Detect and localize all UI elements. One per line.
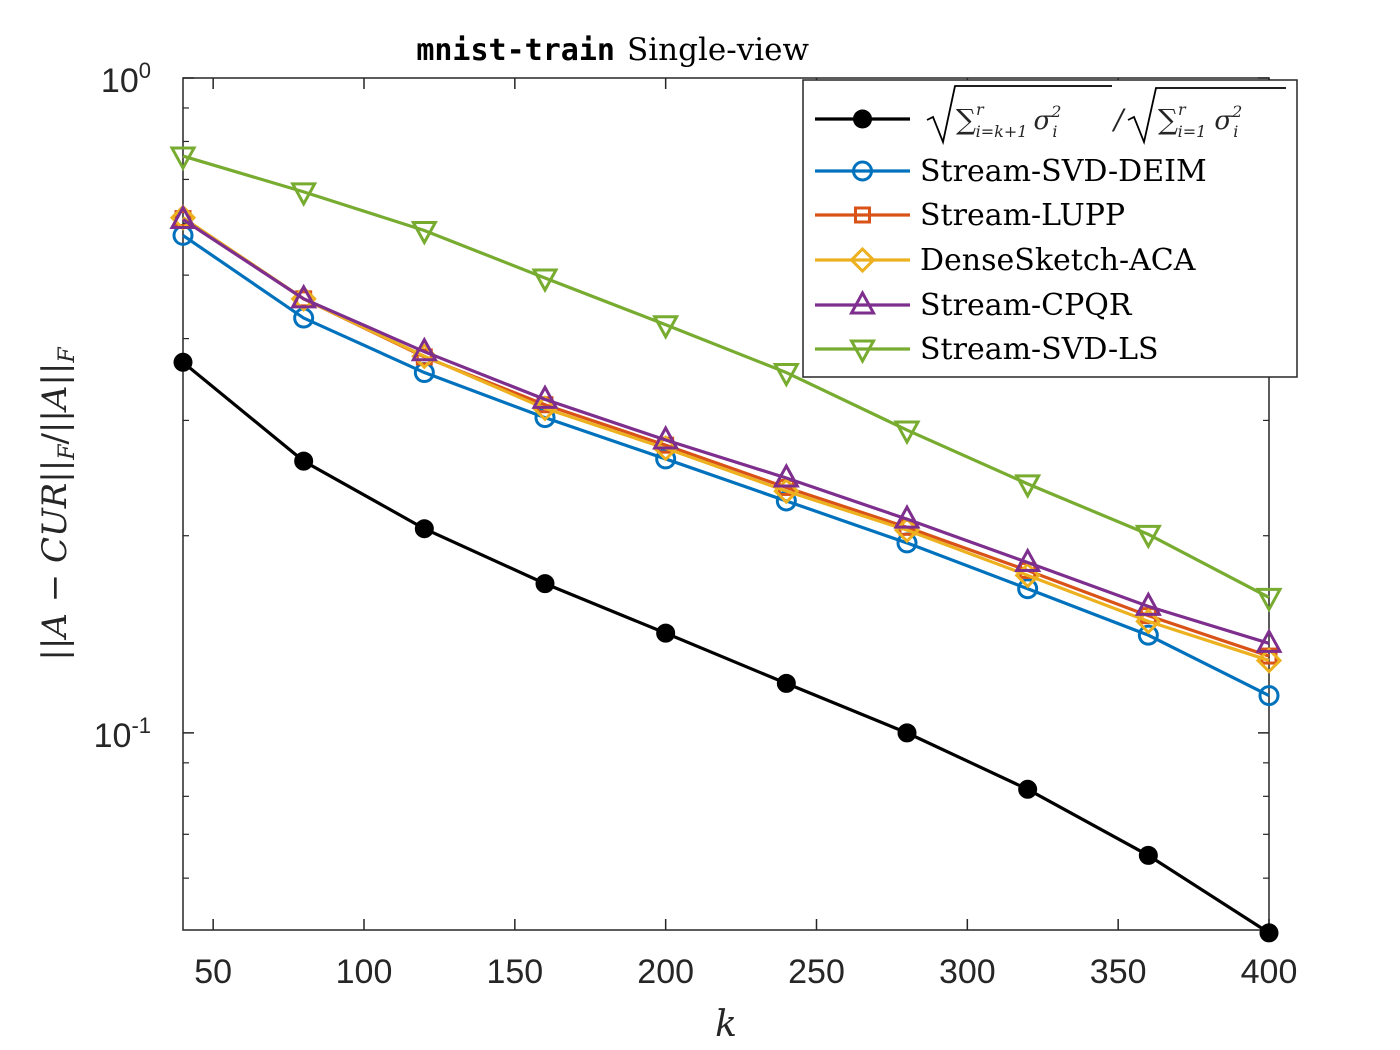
x-tick-label: 300 xyxy=(939,953,996,991)
data-point xyxy=(1018,779,1038,799)
data-point xyxy=(531,395,559,422)
data-point xyxy=(1134,591,1162,616)
series-5 xyxy=(169,146,1283,613)
y-axis-label-text: ||A − CUR||F/||A||F xyxy=(35,347,80,661)
legend-formula-den: ∑r i=1 σ2 i xyxy=(1158,100,1242,141)
data-point xyxy=(893,420,921,446)
series-line xyxy=(182,216,1270,662)
legend-formula-num: ∑r i=k+1 σ2 i xyxy=(956,100,1061,141)
data-point xyxy=(531,384,559,409)
data-point xyxy=(1255,647,1283,674)
data-point xyxy=(294,451,314,471)
x-axis: 50 100 150 200 250 300 350 400 xyxy=(194,78,1297,991)
legend-label: DenseSketch-ACA xyxy=(920,243,1196,278)
legend-swatch-marker xyxy=(848,339,877,365)
data-point xyxy=(652,435,679,462)
legend-formula-sqrt1 xyxy=(926,85,1112,146)
x-tick-label: 50 xyxy=(194,953,232,991)
data-point xyxy=(535,574,555,594)
data-point xyxy=(893,504,921,529)
data-point xyxy=(290,182,318,208)
y-tick-label: 10-1 xyxy=(94,713,151,755)
data-point xyxy=(410,220,438,246)
series-line xyxy=(182,218,1270,645)
legend-swatch-marker xyxy=(852,160,873,182)
legend-swatch-marker xyxy=(848,289,877,315)
chart-title-rest: Single-view xyxy=(627,32,809,68)
data-point xyxy=(1134,524,1162,550)
legend-formula: ∑r i=k+1 σ2 i / ∑r i=1 σ2 i xyxy=(926,85,1286,146)
legend-formula-sqrt2 xyxy=(1127,87,1286,146)
series-4 xyxy=(169,204,1283,653)
legend-label: Stream-LUPP xyxy=(920,198,1125,233)
data-point xyxy=(1255,587,1283,613)
y-tick-label: 100 xyxy=(101,58,151,100)
data-point xyxy=(1014,474,1042,499)
legend-box xyxy=(802,79,1298,378)
legend-swatch-marker xyxy=(849,246,876,274)
x-tick-label: 250 xyxy=(788,953,845,991)
data-point xyxy=(1259,923,1279,943)
legend-label: Stream-CPQR xyxy=(920,288,1133,323)
legend-label: Stream-SVD-DEIM xyxy=(920,154,1207,189)
data-point xyxy=(169,204,197,230)
legend-items: Stream-SVD-DEIM Stream-LUPP DenseSketch-AC… xyxy=(815,109,1207,367)
chart-title-mono: mnist-train xyxy=(416,33,615,68)
x-tick-label: 400 xyxy=(1241,953,1298,991)
series-0 xyxy=(173,352,1279,943)
x-tick-label: 200 xyxy=(637,953,694,991)
series-line xyxy=(181,361,1270,935)
data-point xyxy=(169,146,197,172)
data-point xyxy=(173,352,193,372)
series-line xyxy=(182,154,1270,599)
data-point xyxy=(531,268,559,294)
data-point xyxy=(1017,578,1039,600)
x-axis-label: k xyxy=(715,1004,737,1045)
x-tick-label: 150 xyxy=(486,953,543,991)
series-layer xyxy=(169,146,1283,943)
data-point xyxy=(290,283,318,309)
data-point xyxy=(1138,845,1158,865)
data-point xyxy=(652,315,680,340)
data-point xyxy=(772,462,800,488)
data-point xyxy=(1135,608,1162,635)
data-point xyxy=(1258,685,1280,707)
legend-formula-slash: / xyxy=(1111,103,1126,136)
data-point xyxy=(1255,628,1283,653)
data-point xyxy=(652,424,680,450)
data-point xyxy=(897,723,917,743)
y-axis-label: ||A − CUR||F/||A||F xyxy=(35,347,80,661)
chart-title: mnist-train Single-view xyxy=(416,32,809,68)
data-point xyxy=(776,673,796,693)
data-point xyxy=(1014,547,1042,573)
data-point xyxy=(414,519,434,539)
series-line xyxy=(182,234,1270,698)
legend-label: Stream-SVD-LS xyxy=(920,332,1159,367)
data-point xyxy=(772,363,800,388)
data-point xyxy=(656,623,676,643)
data-point xyxy=(410,336,438,362)
data-point xyxy=(1137,624,1159,646)
legend-swatch-marker xyxy=(853,109,872,129)
x-tick-label: 100 xyxy=(336,953,393,991)
legend: Stream-SVD-DEIM Stream-LUPP DenseSketch-AC… xyxy=(802,79,1298,378)
legend-swatch-marker xyxy=(854,206,871,224)
x-tick-label: 350 xyxy=(1090,953,1147,991)
